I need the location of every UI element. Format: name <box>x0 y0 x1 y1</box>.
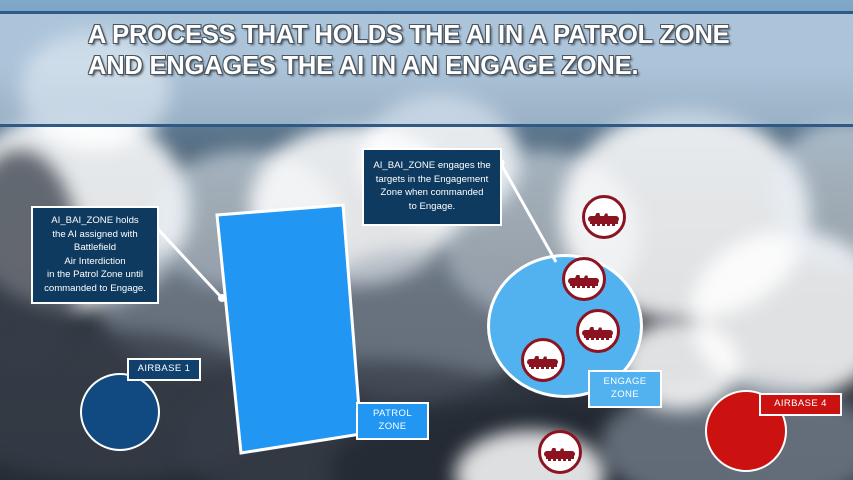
target-marker-3[interactable] <box>576 309 620 353</box>
engage-zone-label-line2: ZONE <box>611 388 639 400</box>
tank-icon <box>544 448 575 461</box>
callout-line: AI_BAI_ZONE holds <box>51 215 139 226</box>
airbase-4-label[interactable]: AIRBASE 4 <box>759 393 842 416</box>
ai-bai-zone-hold-callout[interactable]: AI_BAI_ZONE holds the AI assigned with B… <box>31 206 159 304</box>
patrol-zone-label-line1: PATROL <box>373 408 412 419</box>
callout-line: Air Interdiction <box>64 255 126 267</box>
target-marker-1[interactable] <box>582 195 626 239</box>
tank-icon <box>527 356 558 369</box>
engage-zone-label-line1: ENGAGE <box>603 376 647 387</box>
title-band <box>0 11 853 127</box>
tank-icon <box>582 327 613 340</box>
callout-line: Zone when commanded <box>380 187 484 198</box>
tank-icon <box>588 213 619 226</box>
engage-zone-label[interactable]: ENGAGE ZONE <box>588 370 662 408</box>
target-marker-4[interactable] <box>521 338 565 382</box>
airbase-1-label[interactable]: AIRBASE 1 <box>127 358 201 381</box>
callout-line: targets in the Engagement <box>375 173 489 185</box>
airbase-4-label-text: AIRBASE 4 <box>774 398 827 409</box>
ai-bai-zone-engage-callout[interactable]: AI_BAI_ZONE engages the targets in the E… <box>362 148 502 226</box>
page-title: A PROCESS THAT HOLDS THE AI IN A PATROL … <box>88 21 730 80</box>
patrol-zone-label-line2: ZONE <box>378 420 407 432</box>
target-marker-2[interactable] <box>562 257 606 301</box>
callout-line: AI_BAI_ZONE engages the <box>373 160 491 171</box>
callout-line: the AI assigned with <box>52 228 138 240</box>
callout-line: in the Patrol Zone until <box>47 269 143 280</box>
airbase-1-shape[interactable] <box>80 373 160 451</box>
patrol-zone-shape[interactable] <box>206 198 372 460</box>
patrol-zone-label[interactable]: PATROL ZONE <box>356 402 429 440</box>
airbase-1-label-text: AIRBASE 1 <box>137 363 191 374</box>
tank-icon <box>568 275 599 288</box>
callout-line: commanded to Engage. <box>44 282 146 294</box>
callout-line: Battlefield <box>73 242 117 253</box>
callout-line: to Engage. <box>408 200 456 212</box>
target-marker-5[interactable] <box>538 430 582 474</box>
